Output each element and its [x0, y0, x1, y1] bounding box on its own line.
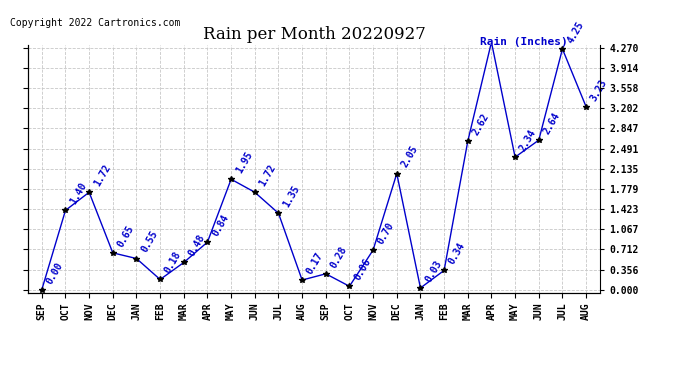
Text: Copyright 2022 Cartronics.com: Copyright 2022 Cartronics.com [10, 18, 181, 28]
Text: 2.34: 2.34 [518, 128, 538, 153]
Text: 0.28: 0.28 [328, 244, 349, 270]
Text: 0.06: 0.06 [352, 257, 373, 282]
Text: 1.35: 1.35 [282, 184, 302, 209]
Text: 0.34: 0.34 [447, 241, 467, 266]
Text: 1.72: 1.72 [257, 163, 278, 188]
Text: 3.23: 3.23 [589, 77, 609, 103]
Text: 0.55: 0.55 [139, 229, 159, 254]
Text: 1.40: 1.40 [68, 181, 88, 206]
Text: 4.37: 4.37 [0, 374, 1, 375]
Text: 0.18: 0.18 [163, 250, 184, 275]
Text: 0.17: 0.17 [305, 251, 325, 276]
Title: Rain per Month 20220927: Rain per Month 20220927 [202, 27, 426, 44]
Text: 1.95: 1.95 [234, 150, 255, 175]
Text: 2.05: 2.05 [400, 144, 420, 170]
Text: 2.64: 2.64 [542, 111, 562, 136]
Text: Rain (Inches): Rain (Inches) [480, 37, 567, 47]
Text: 0.70: 0.70 [376, 220, 396, 246]
Text: 0.48: 0.48 [186, 233, 207, 258]
Text: 2.62: 2.62 [471, 112, 491, 137]
Text: 0.84: 0.84 [210, 213, 230, 238]
Text: 1.72: 1.72 [92, 163, 112, 188]
Text: 0.65: 0.65 [115, 224, 136, 249]
Text: 0.03: 0.03 [423, 258, 444, 284]
Text: 0.00: 0.00 [45, 260, 65, 285]
Text: 4.25: 4.25 [565, 20, 586, 45]
